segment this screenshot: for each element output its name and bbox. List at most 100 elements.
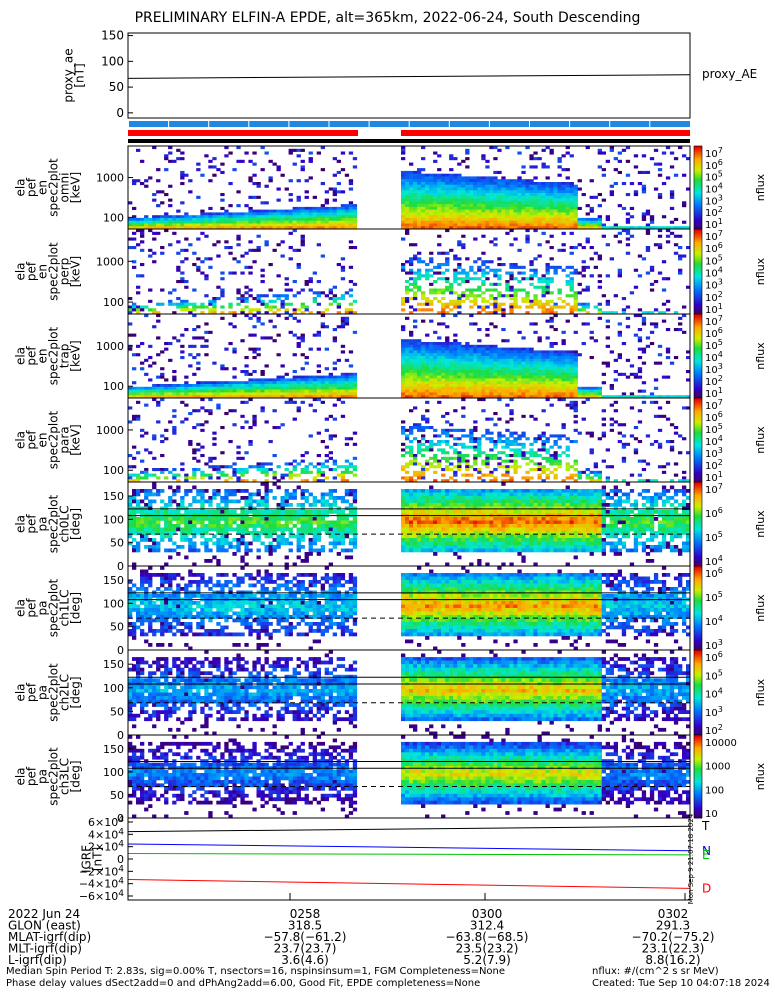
heatmap-cell [409, 347, 414, 351]
heatmap-cell [192, 336, 197, 340]
heatmap-cell [505, 294, 510, 298]
heatmap-cell [324, 417, 329, 421]
heatmap-cell [549, 325, 554, 329]
heatmap-cell [316, 370, 321, 374]
heatmap-cell [533, 367, 538, 371]
colorbar-cell [694, 164, 702, 168]
heatmap-cell [425, 459, 430, 463]
heatmap-cell [461, 347, 466, 351]
heatmap-cell [561, 220, 566, 224]
heatmap-cell [557, 370, 562, 374]
heatmap-cell [405, 353, 410, 357]
heatmap-cell [637, 356, 643, 360]
heatmap-cell [585, 468, 590, 472]
heatmap-cell [252, 173, 257, 177]
heatmap-cell [573, 364, 578, 368]
heatmap-cell [284, 226, 289, 230]
heatmap-cell [244, 370, 249, 374]
heatmap-cell [557, 454, 562, 458]
heatmap-cell [645, 223, 651, 227]
heatmap-cell [128, 308, 133, 312]
heatmap-cell [493, 358, 498, 362]
heatmap-cell [316, 280, 321, 284]
heatmap-cell [469, 212, 474, 216]
heatmap-cell [553, 350, 558, 354]
heatmap-cell [196, 325, 201, 329]
heatmap-cell [641, 154, 647, 158]
colorbar-cell [694, 208, 702, 211]
colorbar-cell [694, 233, 702, 236]
heatmap-cell [200, 389, 205, 393]
heatmap-cell [132, 389, 137, 393]
heatmap-cell [649, 288, 655, 292]
heatmap-cell [577, 431, 582, 435]
heatmap-cell [276, 198, 281, 202]
heatmap-cell [493, 347, 498, 351]
heatmap-cell [180, 462, 185, 466]
heatmap-cell [457, 299, 462, 303]
heatmap-cell [256, 462, 261, 466]
heatmap-cell [401, 212, 406, 216]
heatmap-cell [493, 479, 498, 483]
heatmap-cell [541, 204, 546, 208]
heatmap-cell [168, 384, 173, 388]
heatmap-cell [565, 294, 570, 298]
heatmap-cell [557, 367, 562, 371]
heatmap-cell [228, 215, 233, 219]
heatmap-cell [256, 378, 261, 382]
heatmap-cell [505, 389, 510, 393]
heatmap-cell [473, 204, 478, 208]
heatmap-cell [493, 381, 498, 385]
heatmap-cell [473, 344, 478, 348]
heatmap-cell [340, 151, 346, 155]
heatmap-cell [421, 168, 426, 172]
colorbar-cell [694, 358, 702, 361]
heatmap-cell [272, 384, 277, 388]
heatmap-cell [481, 434, 486, 438]
heatmap-cell [453, 201, 458, 205]
heatmap-cell [461, 459, 466, 463]
heatmap-cell [477, 356, 482, 360]
heatmap-cell [264, 240, 269, 244]
heatmap-cell [425, 462, 430, 466]
heatmap-cell [469, 356, 474, 360]
heatmap-cell [525, 356, 530, 360]
heatmap-cell [569, 198, 574, 202]
heatmap-cell [533, 356, 538, 360]
heatmap-cell [272, 226, 277, 230]
heatmap-cell [348, 389, 354, 393]
heatmap-cell [429, 386, 434, 390]
heatmap-cell [425, 193, 430, 197]
heatmap-cell [485, 473, 490, 477]
heatmap-cell [445, 226, 450, 230]
heatmap-cell [200, 311, 205, 315]
heatmap-cell [469, 370, 474, 374]
heatmap-cell [260, 462, 265, 466]
heatmap-cell [449, 154, 454, 158]
heatmap-cell [176, 226, 181, 230]
colorbar-cell [694, 345, 702, 348]
heatmap-cell [316, 395, 321, 399]
heatmap-cell [320, 395, 325, 399]
heatmap-cell [501, 215, 506, 219]
heatmap-cell [549, 217, 554, 221]
heatmap-cell [417, 353, 422, 357]
heatmap-cell [276, 381, 281, 385]
heatmap-cell [300, 217, 305, 221]
heatmap-cell [352, 209, 358, 213]
heatmap-cell [649, 342, 655, 346]
heatmap-cell [413, 456, 418, 460]
heatmap-cell [509, 223, 514, 227]
heatmap-cell [128, 392, 133, 396]
heatmap-cell [453, 358, 458, 362]
heatmap-cell [553, 184, 558, 188]
heatmap-cell [248, 308, 253, 312]
heatmap-cell [252, 392, 257, 396]
heatmap-cell [188, 364, 193, 368]
heatmap-cell [589, 330, 594, 334]
heatmap-cell [485, 367, 490, 371]
heatmap-cell [429, 392, 434, 396]
heatmap-cell [641, 311, 647, 315]
colorbar-cell [694, 353, 702, 357]
heatmap-cell [497, 378, 502, 382]
